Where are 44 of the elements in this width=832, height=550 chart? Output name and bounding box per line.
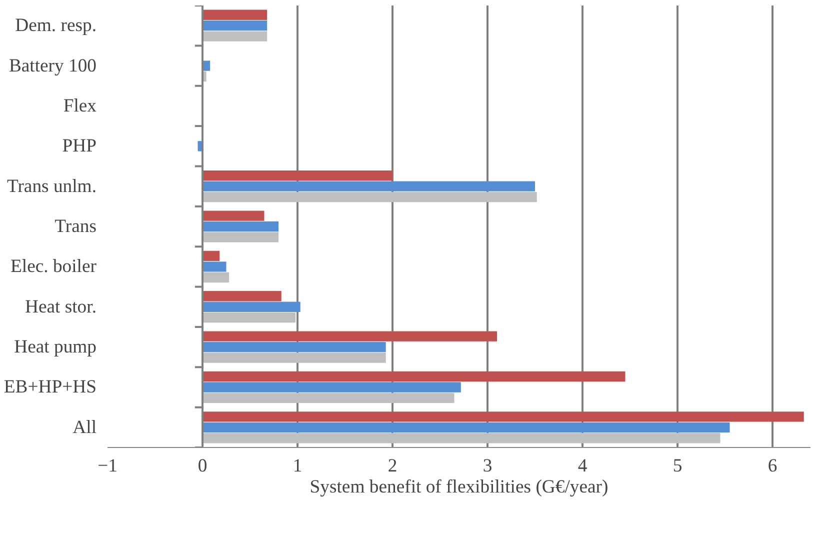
bar: [202, 170, 392, 181]
y-tick-label: PHP: [62, 136, 97, 157]
bar: [202, 312, 296, 323]
y-tick-label: Battery 100: [8, 55, 96, 76]
y-tick-label: All: [72, 416, 97, 438]
bar: [202, 291, 282, 302]
y-tick-label: Trans unlm.: [7, 176, 97, 197]
bar: [202, 382, 461, 392]
bar: [202, 192, 537, 202]
bar: [202, 342, 386, 352]
x-tick-label: 0: [198, 456, 208, 476]
bar: [202, 352, 386, 363]
y-tick-label: Heat pump: [14, 336, 97, 358]
y-tick-label: EB+HP+HS: [4, 376, 97, 398]
x-tick-label: 6: [768, 456, 778, 476]
bar: [202, 302, 300, 312]
x-tick-label: 3: [482, 456, 492, 476]
bar: [202, 422, 730, 432]
y-tick-label: Elec. boiler: [10, 256, 98, 278]
bar: [202, 433, 720, 444]
bar: [202, 181, 535, 192]
y-tick-label: Heat stor.: [25, 296, 97, 318]
bar: [202, 331, 497, 342]
bar: [202, 20, 268, 31]
bar: [202, 210, 264, 221]
y-tick-label: Dem. resp.: [15, 15, 97, 36]
bar: [202, 232, 278, 242]
bar: [202, 272, 230, 282]
x-tick-label: 4: [578, 456, 588, 476]
x-tick-label: 5: [672, 456, 682, 476]
bar: [202, 250, 220, 262]
x-axis-title: System benefit of flexibilities (G€/year): [310, 476, 608, 498]
x-tick-label: 2: [388, 456, 398, 476]
bar: [202, 262, 226, 272]
x-tick-label: 1: [292, 456, 302, 476]
bar: [202, 392, 454, 404]
y-tick-label: Trans: [54, 216, 97, 237]
bar: [202, 371, 626, 382]
bar: [202, 412, 804, 422]
bar: [202, 221, 278, 232]
bar: [202, 31, 268, 42]
x-tick-label: −1: [98, 456, 118, 476]
bar: [202, 10, 268, 20]
y-tick-label: Flex: [63, 95, 98, 116]
